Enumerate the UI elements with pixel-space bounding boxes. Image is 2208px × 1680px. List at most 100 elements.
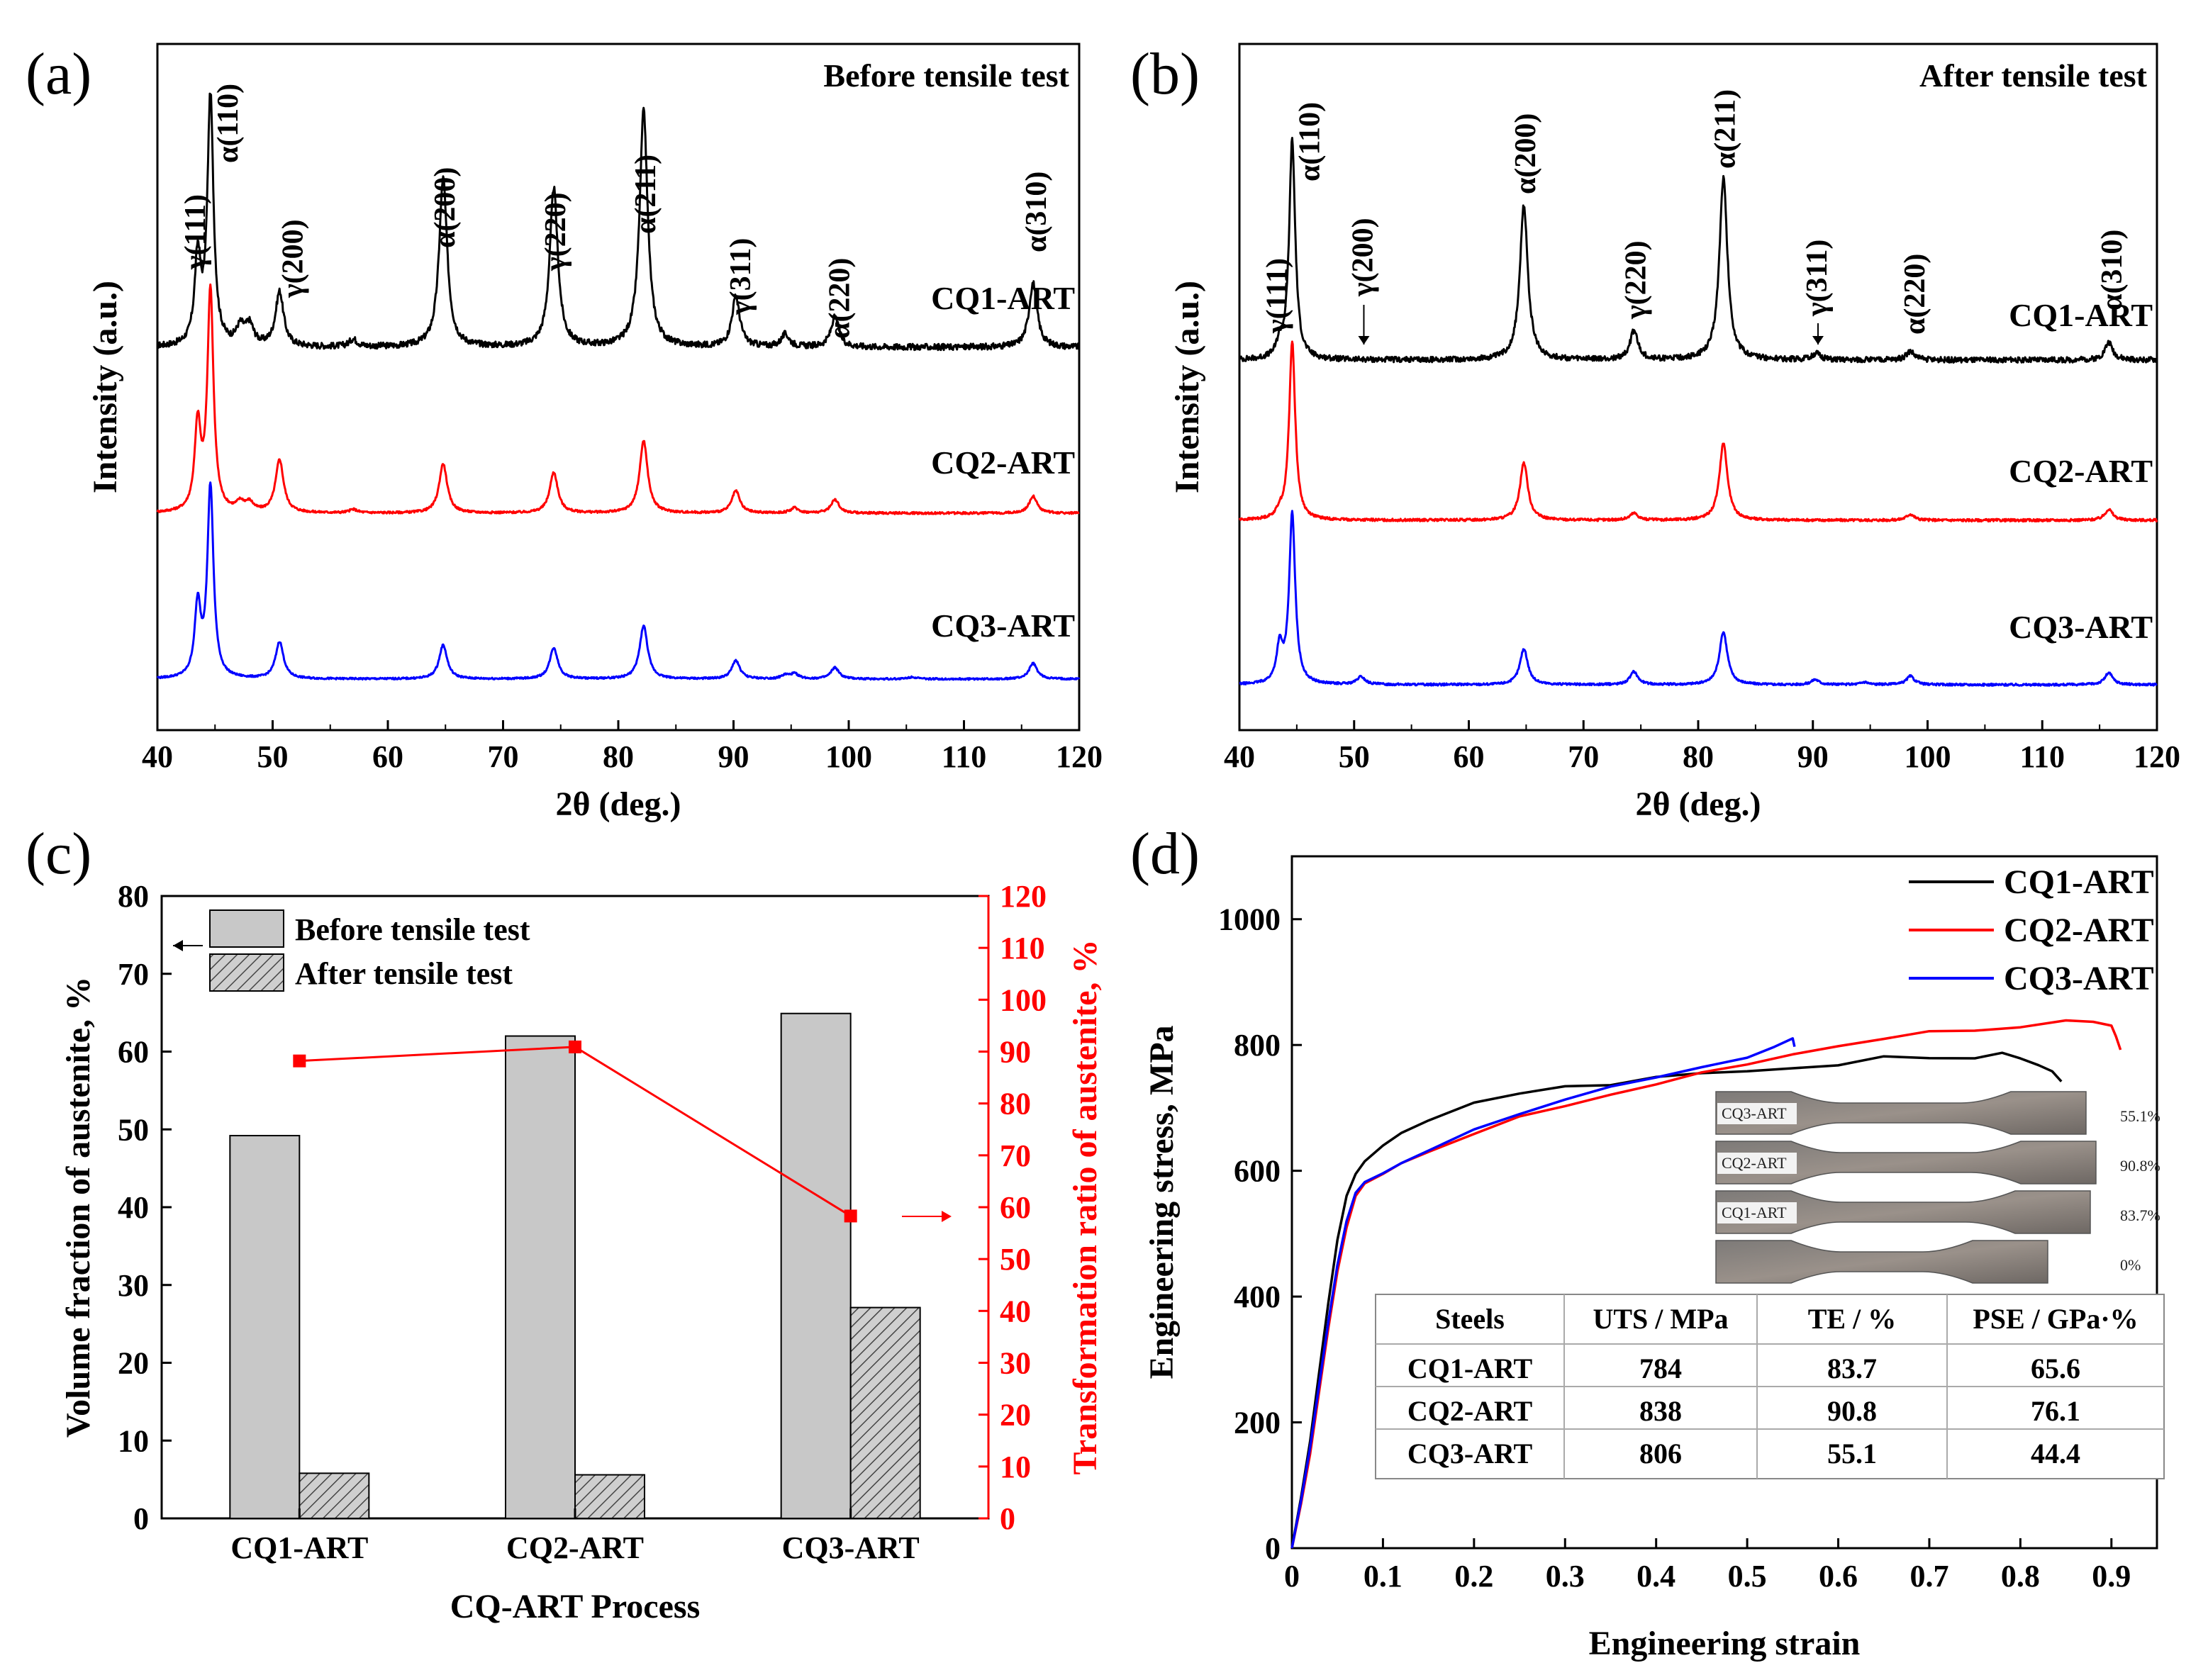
table-header: UTS / MPa bbox=[1593, 1303, 1728, 1335]
y2-tick-label: 90 bbox=[1000, 1035, 1031, 1070]
peak-label: α(220) bbox=[824, 258, 857, 339]
x-axis-title: 2θ (deg.) bbox=[555, 785, 681, 823]
specimen-elongation: 0% bbox=[2120, 1256, 2141, 1274]
x-tick-label: 80 bbox=[603, 739, 634, 774]
y2-tick-label: 10 bbox=[1000, 1450, 1031, 1484]
y2-tick-label: 100 bbox=[1000, 982, 1047, 1017]
peak-label: γ(311) bbox=[725, 238, 757, 315]
series-label-cq1-art: CQ1-ART bbox=[2009, 297, 2153, 333]
series-line-cq3-art bbox=[156, 481, 1081, 681]
panel-b: (b) 40 50 60 70 80 90 100 110 120 2θ (deg.) Intens… bbox=[1130, 41, 2180, 823]
y2-tick-label: 20 bbox=[1000, 1398, 1031, 1433]
peak-label: α(211) bbox=[1710, 89, 1742, 169]
specimen-label: CQ3-ART bbox=[1722, 1104, 1787, 1122]
panel-letter-a: (a) bbox=[26, 41, 91, 107]
y-axis-title: Volume fraction of austenite, % bbox=[60, 977, 97, 1438]
panel-letter-c: (c) bbox=[26, 821, 91, 887]
specimen-photo: CQ3-ART 55.1% CQ2-ART 90.8% CQ1-ART 83.7% 0% bbox=[1713, 1085, 2160, 1290]
x-tick-label: 50 bbox=[1339, 739, 1370, 774]
x-tick-label: 0.6 bbox=[1819, 1559, 1858, 1594]
specimen-elongation: 55.1% bbox=[2120, 1107, 2160, 1125]
peak-label: α(310) bbox=[1020, 172, 1053, 252]
bar-before-cq3-art bbox=[780, 1012, 852, 1520]
series-label-cq3-art: CQ3-ART bbox=[2009, 609, 2153, 645]
y-tick-label: 40 bbox=[118, 1190, 149, 1225]
table-cell: CQ2-ART bbox=[1407, 1395, 1533, 1427]
austenite-bar-chart: 0 10 20 30 40 50 60 70 80 0 10 20 30 40 50 60 70 80 90 100 1… bbox=[60, 879, 1104, 1625]
panel-letter-b: (b) bbox=[1130, 41, 1200, 107]
y-axis-title: Intensity (a.u.) bbox=[1169, 281, 1206, 493]
legend-label-cq1-art: CQ1-ART bbox=[2004, 863, 2154, 901]
peak-arrow-head bbox=[1358, 336, 1370, 345]
specimen-tag bbox=[1717, 1202, 1797, 1223]
tensile-specimen bbox=[1715, 1141, 2097, 1185]
y2-axis-title: Transformation ratio of austenite, % bbox=[1066, 939, 1104, 1474]
x-axis-title: 2θ (deg.) bbox=[1635, 785, 1761, 823]
x-tick-label: 0.1 bbox=[1364, 1559, 1403, 1594]
series-label-cq2-art: CQ2-ART bbox=[2009, 453, 2153, 489]
peak-label: α(110) bbox=[1293, 102, 1326, 181]
x-tick-label: 80 bbox=[1683, 739, 1714, 774]
x-tick-label: 40 bbox=[142, 739, 173, 774]
properties-table: Steels UTS / MPa TE / % PSE / GPa·% CQ1-ART 7… bbox=[1375, 1294, 2165, 1479]
x-tick-label: 90 bbox=[718, 739, 749, 774]
specimen-elongation: 83.7% bbox=[2120, 1206, 2160, 1224]
panel-title: After tensile test bbox=[1919, 57, 2148, 94]
y2-tick-label: 30 bbox=[1000, 1346, 1031, 1381]
specimen-tag bbox=[1717, 1153, 1797, 1174]
table-header: TE / % bbox=[1808, 1303, 1896, 1335]
series-line-cq3-art bbox=[1239, 510, 2158, 687]
peak-label: γ(220) bbox=[540, 192, 572, 271]
stress-strain-plot: 0 0.1 0.2 0.3 0.4 0.5 0.6 0.7 0.8 0.9 0 200 400 600 80… bbox=[1143, 855, 2165, 1662]
y2-tick-label: 40 bbox=[1000, 1294, 1031, 1328]
bar-after-cq1-art bbox=[299, 1472, 370, 1519]
legend-label-before: Before tensile test bbox=[295, 912, 530, 947]
y2-tick-label: 110 bbox=[1000, 931, 1045, 965]
x-tick-label: 0.5 bbox=[1728, 1559, 1767, 1594]
table-cell: 838 bbox=[1639, 1395, 1682, 1427]
curve-cq1-art bbox=[1290, 1051, 2063, 1549]
x-tick-label: CQ2-ART bbox=[506, 1530, 644, 1565]
series-line-cq1-art bbox=[1238, 137, 2158, 364]
specimen-tag bbox=[1717, 1103, 1797, 1124]
x-tick-label: 70 bbox=[488, 739, 519, 774]
curve-cq3-art bbox=[1290, 1037, 1796, 1549]
peak-label: γ(200) bbox=[1346, 218, 1379, 297]
y-axis-title: Intensity (a.u.) bbox=[87, 281, 124, 493]
x-tick-label: CQ1-ART bbox=[230, 1530, 368, 1565]
y-tick-label: 1000 bbox=[1218, 902, 1281, 937]
x-tick-label: 100 bbox=[1905, 739, 1951, 774]
peak-label: α(110) bbox=[212, 84, 245, 163]
y-tick-label: 50 bbox=[118, 1112, 149, 1147]
peak-label: α(211) bbox=[630, 155, 662, 234]
y-tick-label: 800 bbox=[1234, 1028, 1281, 1063]
tensile-specimen bbox=[1715, 1091, 2087, 1135]
y-axis-title: Engineering stress, MPa bbox=[1143, 1025, 1181, 1379]
peak-label: α(200) bbox=[429, 167, 462, 248]
table-cell: 65.6 bbox=[2031, 1353, 2080, 1384]
x-tick-label: 110 bbox=[942, 739, 987, 774]
table-cell: 83.7 bbox=[1827, 1353, 1877, 1384]
series-label-cq3-art: CQ3-ART bbox=[931, 607, 1075, 644]
x-tick-label: 0 bbox=[1284, 1559, 1300, 1594]
x-tick-label: 0.4 bbox=[1637, 1559, 1675, 1594]
xrd-plot-before: 40 50 60 70 80 90 100 110 120 2θ (deg.) Intensity … bbox=[87, 43, 1103, 823]
peak-label: γ(200) bbox=[277, 219, 309, 298]
bar-before-cq2-art bbox=[505, 1035, 576, 1520]
legend-label-after: After tensile test bbox=[295, 956, 513, 991]
series-line-cq1-art bbox=[157, 92, 1081, 352]
table-header: PSE / GPa·% bbox=[1973, 1303, 2138, 1335]
table-cell: 806 bbox=[1639, 1438, 1682, 1469]
x-tick-label: 0.8 bbox=[2001, 1559, 2040, 1594]
series-line-cq2-art bbox=[1238, 340, 2158, 523]
right-axis-arrow-head bbox=[942, 1211, 952, 1222]
x-tick-label: 90 bbox=[1797, 739, 1829, 774]
x-axis-title: CQ-ART Process bbox=[450, 1588, 701, 1625]
y2-tick-label: 80 bbox=[1000, 1087, 1031, 1121]
legend-swatch-after bbox=[209, 953, 284, 992]
panel-title: Before tensile test bbox=[823, 57, 1069, 94]
plot-frame bbox=[1290, 855, 2158, 1550]
specimen-label: CQ2-ART bbox=[1722, 1154, 1787, 1172]
y-tick-label: 80 bbox=[118, 879, 149, 914]
x-tick-label: 100 bbox=[825, 739, 872, 774]
